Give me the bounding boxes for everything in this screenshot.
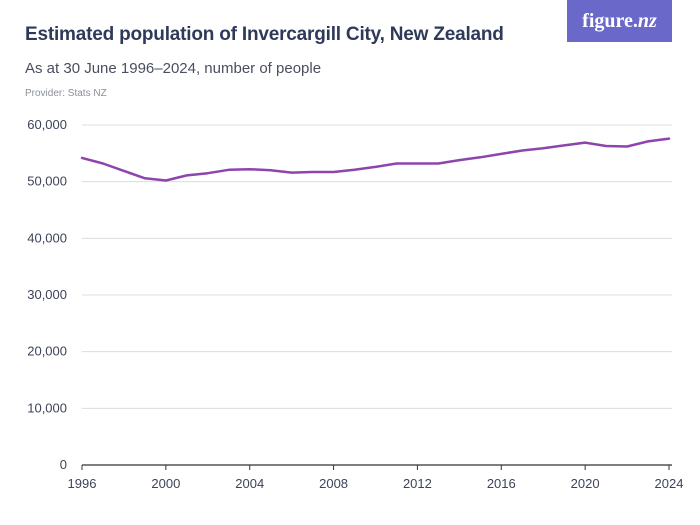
data-point[interactable]: [142, 175, 148, 181]
logo-text-main: figure.: [582, 9, 638, 32]
y-tick-label: 40,000: [27, 230, 67, 245]
x-tick-label: 2012: [403, 476, 432, 491]
x-tick-label: 2004: [235, 476, 264, 491]
data-point[interactable]: [666, 136, 672, 142]
data-point[interactable]: [331, 169, 337, 175]
data-point[interactable]: [393, 161, 399, 167]
data-point[interactable]: [456, 157, 462, 163]
data-point[interactable]: [519, 148, 525, 154]
data-point[interactable]: [310, 169, 316, 175]
data-point[interactable]: [540, 145, 546, 151]
data-point[interactable]: [645, 138, 651, 144]
chart-title: Estimated population of Invercargill Cit…: [25, 24, 504, 45]
figure-nz-logo[interactable]: figure. nz: [567, 0, 672, 42]
gridlines: [82, 124, 672, 466]
data-point[interactable]: [414, 161, 420, 167]
x-axis-ticks: 1996 2000 2004 2008 2012 2016 2020 2024: [68, 465, 684, 491]
y-tick-label: 30,000: [27, 287, 67, 302]
x-tick-label: 2024: [655, 476, 684, 491]
data-point[interactable]: [184, 172, 190, 178]
data-point[interactable]: [289, 170, 295, 176]
data-point[interactable]: [247, 166, 253, 172]
data-point[interactable]: [226, 167, 232, 173]
data-point[interactable]: [603, 143, 609, 149]
series-group: [79, 136, 672, 184]
y-tick-label: 50,000: [27, 174, 67, 189]
y-tick-label: 0: [60, 457, 67, 472]
data-point[interactable]: [100, 161, 106, 167]
y-tick-label: 10,000: [27, 400, 67, 415]
x-tick-label: 2000: [151, 476, 180, 491]
data-point[interactable]: [352, 167, 358, 173]
x-tick-label: 2020: [571, 476, 600, 491]
data-point[interactable]: [477, 154, 483, 160]
logo-text-accent: nz: [637, 9, 657, 32]
x-tick-label: 1996: [68, 476, 97, 491]
data-point[interactable]: [498, 151, 504, 157]
x-tick-label: 2016: [487, 476, 516, 491]
data-point[interactable]: [79, 155, 85, 161]
data-point[interactable]: [121, 168, 127, 174]
x-tick-label: 2008: [319, 476, 348, 491]
data-point[interactable]: [435, 161, 441, 167]
chart-subtitle: As at 30 June 1996–2024, number of peopl…: [25, 60, 322, 77]
y-tick-label: 20,000: [27, 344, 67, 359]
data-point[interactable]: [561, 142, 567, 148]
data-point[interactable]: [624, 144, 630, 150]
data-point[interactable]: [205, 170, 211, 176]
data-point[interactable]: [373, 164, 379, 170]
data-point[interactable]: [163, 178, 169, 184]
provider-note: Provider: Stats NZ: [25, 88, 107, 99]
y-tick-label: 60,000: [27, 117, 67, 132]
y-axis-ticks: 0 10,000 20,000 30,000 40,000 50,000 60,000: [27, 117, 67, 472]
series-line: [80, 137, 671, 182]
data-point[interactable]: [268, 167, 274, 173]
data-point[interactable]: [582, 140, 588, 146]
